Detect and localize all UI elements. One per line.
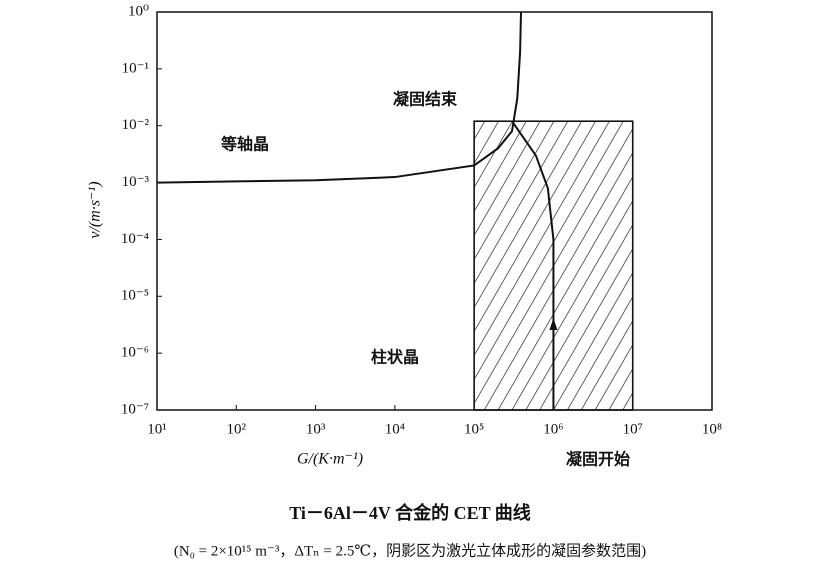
chart-title: Ti－6Al－4V 合金的 CET 曲线 (289, 502, 531, 523)
annotation: 等轴晶 (220, 135, 269, 154)
chart-subtitle: (N₀ = 2×10¹⁵ m⁻³，ΔTₙ = 2.5℃，阴影区为激光立体成形的凝… (174, 542, 646, 559)
y-tick-label: 10⁻⁷ (121, 401, 149, 417)
x-tick-label: 10⁷ (623, 421, 643, 437)
x-tick-label: 10⁴ (385, 421, 405, 437)
x-axis-label: G/(K·m⁻¹) (297, 451, 363, 468)
x-tick-label: 10² (227, 421, 247, 437)
curve (511, 120, 555, 410)
annotation: 柱状晶 (371, 348, 419, 367)
y-tick-label: 10⁻⁴ (121, 231, 149, 247)
plot-frame (156, 11, 713, 411)
x-tick-label: 10³ (306, 421, 326, 437)
y-tick-label: 10⁻¹ (122, 60, 149, 76)
y-axis-label: v/(m·s⁻¹) (87, 181, 104, 238)
y-tick-label: 10⁰ (128, 3, 149, 19)
y-tick-label: 10⁻⁵ (121, 288, 149, 304)
x-tick-label: 10⁶ (543, 421, 563, 437)
annotation: 凝固结束 (393, 90, 458, 109)
y-tick-label: 10⁻³ (122, 174, 150, 190)
annotation: 凝固开始 (566, 450, 630, 469)
x-tick-label: 10⁸ (702, 421, 722, 437)
y-tick-label: 10⁻⁶ (121, 345, 149, 361)
x-tick-label: 10⁵ (464, 421, 484, 437)
arrowhead (549, 318, 558, 330)
curve (156, 11, 523, 184)
y-tick-label: 10⁻² (122, 117, 150, 133)
x-tick-label: 10¹ (147, 421, 167, 437)
